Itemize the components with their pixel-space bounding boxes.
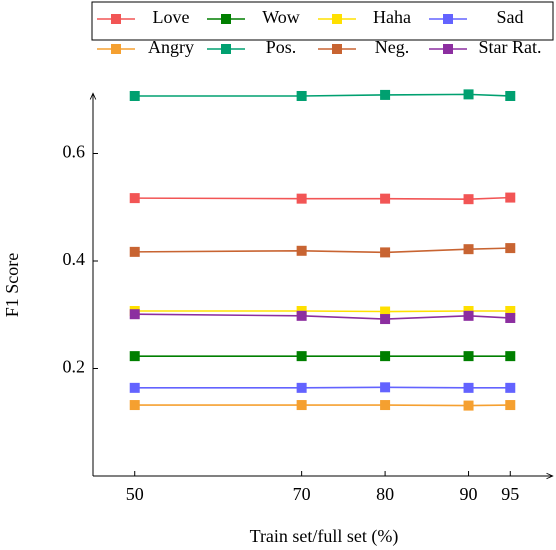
legend-marker	[221, 14, 231, 24]
data-point	[129, 193, 140, 204]
series-line	[134, 386, 511, 389]
data-point	[296, 193, 307, 204]
data-point	[129, 382, 140, 393]
series-line	[134, 310, 511, 313]
data-point	[296, 310, 307, 321]
data-point	[380, 306, 391, 317]
legend-label: Haha	[373, 7, 411, 27]
data-point	[380, 89, 391, 100]
y-axis-label: F1 Score	[2, 253, 22, 318]
data-point	[505, 351, 516, 362]
legend-label: Pos.	[266, 37, 297, 57]
x-tick-label: 95	[501, 484, 519, 504]
legend-label: Love	[153, 7, 190, 27]
x-tick-label: 90	[460, 484, 478, 504]
x-tick-label: 70	[293, 484, 311, 504]
data-point	[129, 351, 140, 362]
series-line	[134, 313, 511, 320]
data-point	[296, 245, 307, 256]
series-line	[134, 93, 511, 97]
legend-label: Star Rat.	[479, 37, 542, 57]
data-point	[380, 400, 391, 411]
legend-marker	[111, 44, 121, 54]
data-point	[380, 193, 391, 204]
data-point	[380, 314, 391, 325]
legend-label: Sad	[497, 7, 524, 27]
legend-box	[91, 1, 554, 41]
legend-label: Neg.	[375, 37, 410, 57]
data-point	[463, 382, 474, 393]
data-point	[505, 400, 516, 411]
data-point	[463, 400, 474, 411]
data-point	[463, 351, 474, 362]
legend-label: Angry	[148, 37, 194, 57]
x-tick-label: 50	[126, 484, 144, 504]
legend-marker	[443, 14, 453, 24]
data-point	[129, 309, 140, 320]
data-point	[505, 305, 516, 316]
data-point	[296, 382, 307, 393]
data-point	[463, 244, 474, 255]
data-point	[129, 90, 140, 101]
y-tick-label: 0.2	[63, 357, 86, 377]
data-point	[463, 194, 474, 205]
data-point	[129, 246, 140, 257]
data-point	[505, 192, 516, 203]
data-point	[129, 400, 140, 411]
series-line	[134, 196, 511, 200]
data-point	[505, 382, 516, 393]
data-point	[463, 89, 474, 100]
data-point	[505, 90, 516, 101]
legend-marker	[443, 44, 453, 54]
legend-marker	[332, 14, 342, 24]
data-point	[505, 312, 516, 323]
data-point	[296, 90, 307, 101]
data-point	[296, 351, 307, 362]
data-point	[380, 382, 391, 393]
series-line	[134, 404, 511, 407]
data-point	[296, 400, 307, 411]
legend-marker	[332, 44, 342, 54]
series-line	[134, 247, 511, 254]
data-point	[463, 310, 474, 321]
y-tick-label: 0.6	[63, 142, 86, 162]
data-point	[380, 351, 391, 362]
legend-marker	[221, 44, 231, 54]
x-axis-label: Train set/full set (%)	[250, 526, 399, 547]
legend-marker	[111, 14, 121, 24]
data-point	[380, 247, 391, 258]
x-tick-label: 80	[376, 484, 394, 504]
y-tick-label: 0.4	[63, 249, 86, 269]
legend-label: Wow	[262, 7, 300, 27]
data-point	[505, 243, 516, 254]
